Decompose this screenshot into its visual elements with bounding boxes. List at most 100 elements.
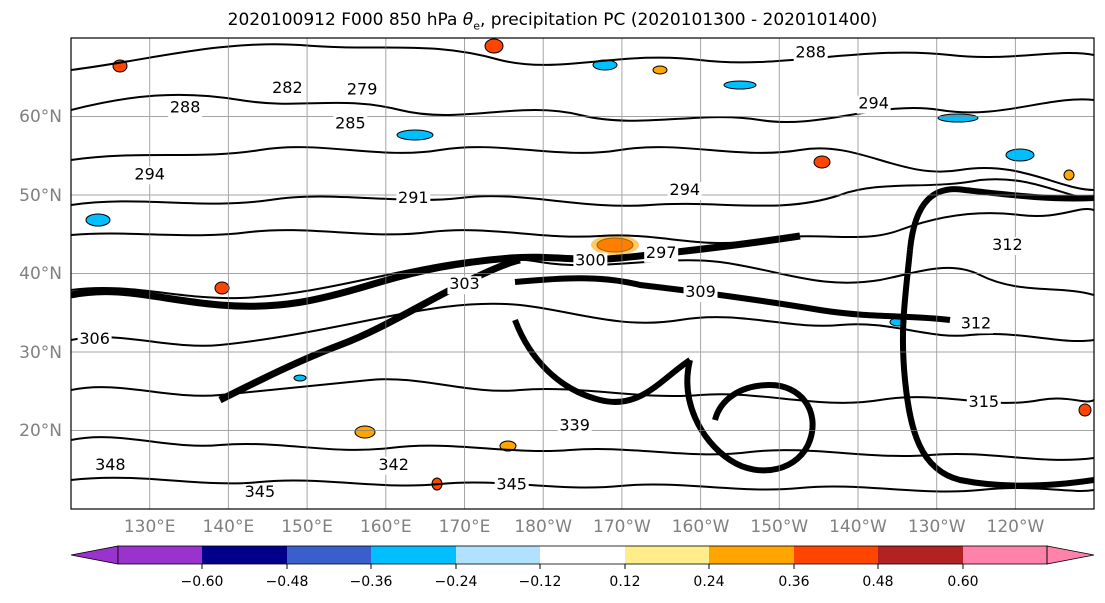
contour-label: 306	[79, 329, 110, 348]
contour-label: 342	[378, 455, 409, 474]
frontal-band	[514, 275, 951, 323]
contour-label: 345	[496, 474, 527, 493]
contour-label: 279	[347, 80, 378, 99]
contour-labels: 279 282 285 288 288 291 294 294 294 297 300 303 306 3…	[77, 43, 1025, 503]
cb-label: −0.24	[435, 574, 478, 590]
contour-label-bg	[557, 417, 592, 436]
lon-label: 120°W	[987, 517, 1045, 537]
cb-label: 0.48	[862, 574, 893, 590]
colorbar-swatch	[963, 546, 1047, 564]
contour-line	[71, 93, 1094, 124]
contour-label-bg	[958, 315, 993, 334]
contour-label: 312	[961, 313, 992, 332]
cb-label: −0.60	[181, 574, 224, 590]
contour-label: 345	[245, 482, 276, 501]
lon-label: 170°E	[439, 517, 491, 537]
colorbar: −0.60 −0.48 −0.36 −0.24 −0.12 0.12 0.24 …	[70, 545, 1095, 590]
precip-blob	[1078, 403, 1092, 417]
contour-line	[71, 208, 1094, 245]
lon-label: 140°E	[203, 517, 255, 537]
precip-blob	[723, 80, 757, 90]
contour-label-bg	[856, 95, 891, 114]
plot-frame	[70, 37, 1095, 510]
contour-label: 282	[272, 78, 303, 97]
lon-label: 180°W	[514, 517, 572, 537]
precip-blob	[499, 440, 517, 452]
map-title: 2020100912 F000 850 hPa θe, precipitatio…	[227, 10, 878, 33]
lon-label: 160°W	[672, 517, 730, 537]
contour-line	[71, 178, 1094, 207]
precip-blob	[813, 155, 831, 169]
contour-label: 285	[335, 113, 366, 132]
contour-line	[71, 43, 1094, 71]
frontal-band	[907, 186, 1094, 251]
contour-label: 294	[134, 164, 165, 183]
contour-label-bg	[77, 331, 112, 350]
contour-label: 294	[670, 180, 701, 199]
contour-label-bg	[990, 236, 1025, 255]
colorbar-labels: −0.60 −0.48 −0.36 −0.24 −0.12 0.12 0.24 …	[181, 574, 979, 590]
precip-blob	[484, 38, 504, 54]
contour-line	[71, 302, 1094, 347]
colorbar-swatch	[625, 546, 709, 564]
colorbar-swatch	[709, 546, 794, 564]
gridlines	[71, 38, 1094, 509]
cb-label: −0.36	[350, 574, 393, 590]
contour-label-bg	[494, 476, 529, 495]
colorbar-ticks	[201, 564, 964, 569]
contour-label-bg	[966, 393, 1001, 412]
contour-label-bg	[270, 79, 305, 98]
lon-label: 150°E	[281, 517, 333, 537]
contour-label-bg	[376, 456, 411, 475]
theta-subscript: e	[473, 19, 480, 33]
lat-label: 60°N	[19, 107, 62, 127]
lat-label: 30°N	[19, 343, 62, 363]
contour-label-bg	[333, 115, 368, 134]
contour-label: 291	[398, 188, 429, 207]
precip-blob	[396, 129, 434, 141]
precip-blob	[937, 113, 979, 123]
cb-label: −0.48	[266, 574, 309, 590]
precip-blob	[85, 213, 111, 227]
precip-blob	[214, 281, 230, 295]
contour-line	[71, 436, 1094, 461]
longitude-axis: 130°E 140°E 150°E 160°E 170°E 180°W 170°…	[124, 517, 1045, 537]
contour-label: 348	[95, 455, 126, 474]
precip-blob	[354, 425, 376, 439]
colorbar-swatch	[456, 546, 540, 564]
contour-label: 294	[858, 94, 889, 113]
frontal-band	[899, 249, 1094, 489]
lon-label: 170°W	[593, 517, 651, 537]
colorbar-swatch	[287, 546, 371, 564]
frontal-band	[218, 256, 521, 404]
contour-label-bg	[93, 456, 128, 475]
contour-label-bg	[573, 252, 608, 271]
precip-blob	[1063, 169, 1075, 181]
colorbar-outline	[117, 545, 1048, 565]
colorbar-extend-low	[70, 545, 119, 565]
lon-label: 140°W	[829, 517, 887, 537]
contour-label-bg	[345, 81, 380, 100]
colorbar-extend-high	[1046, 545, 1095, 565]
contour-label-bg	[168, 99, 203, 118]
contour-label-bg	[793, 44, 828, 63]
lat-label: 50°N	[19, 186, 62, 206]
lon-label: 130°W	[908, 517, 966, 537]
contour-line	[71, 476, 1094, 493]
colorbar-swatch	[794, 546, 878, 564]
colorbar-swatch	[878, 546, 963, 564]
latitude-axis: 60°N 50°N 40°N 30°N 20°N	[19, 107, 62, 441]
cb-label: 0.12	[609, 574, 640, 590]
plot-area: 279 282 285 288 288 291 294 294 294 297 300 303 306 3…	[70, 37, 1095, 510]
cb-label: 0.60	[947, 574, 978, 590]
contour-label-bg	[132, 166, 167, 185]
colorbar-swatches	[70, 545, 1095, 565]
precip-blob	[293, 374, 307, 382]
cb-label: 0.36	[778, 574, 809, 590]
cb-label: 0.24	[693, 574, 724, 590]
lat-label: 40°N	[19, 264, 62, 284]
contour-label-bg	[447, 276, 482, 295]
contour-label: 288	[170, 98, 201, 117]
contour-label: 297	[646, 243, 677, 262]
lon-label: 160°E	[360, 517, 412, 537]
